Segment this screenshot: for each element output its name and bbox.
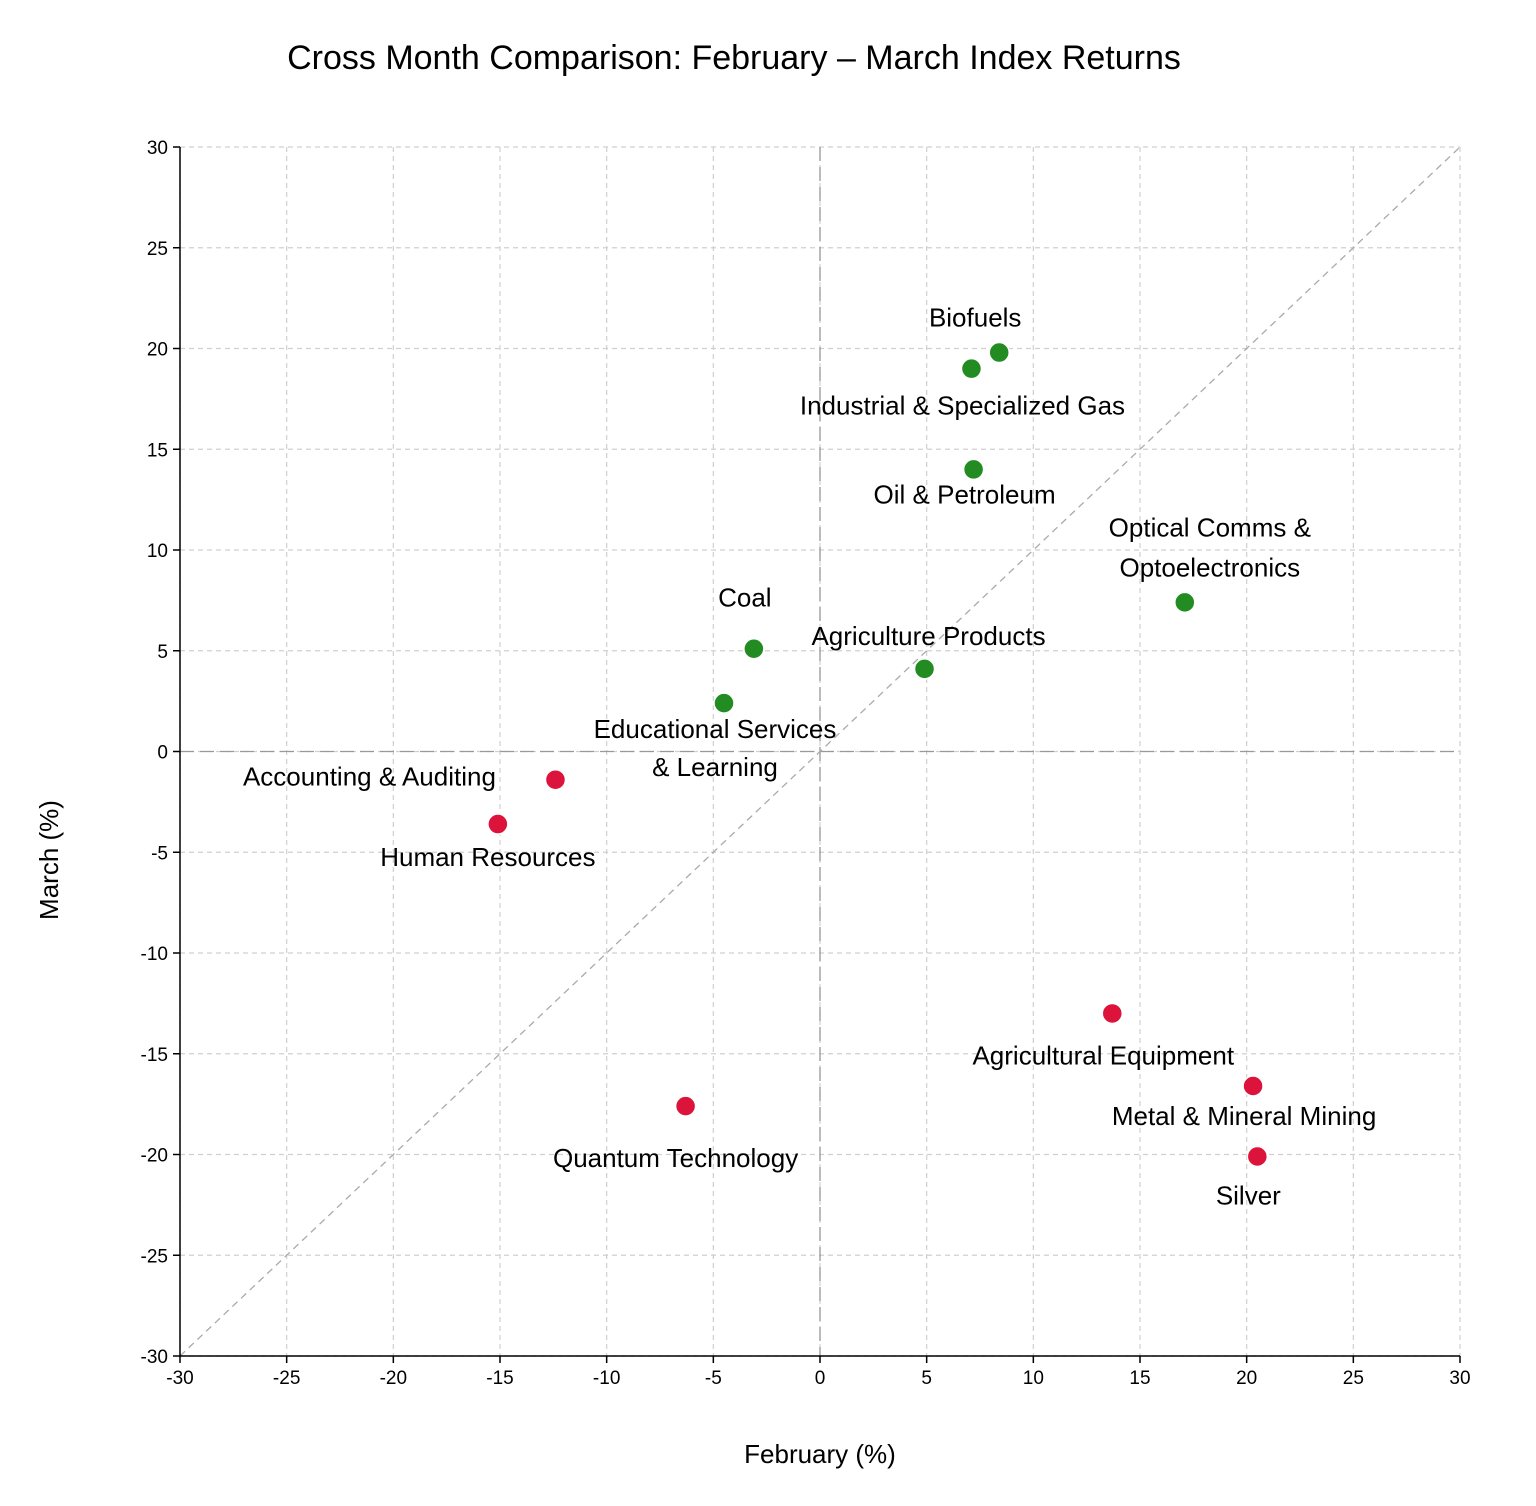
- point-label: Quantum Technology: [553, 1143, 798, 1173]
- x-tick-label: -10: [593, 1368, 620, 1389]
- point-label: Coal: [718, 583, 771, 613]
- data-point: [544, 768, 567, 791]
- x-tick-label: 0: [815, 1368, 826, 1389]
- point-label: Accounting & Auditing: [243, 762, 496, 792]
- point-label: Agricultural Equipment: [972, 1040, 1234, 1070]
- x-tick-label: 10: [1023, 1368, 1044, 1389]
- x-tick-label: 5: [921, 1368, 932, 1389]
- data-point: [1101, 1002, 1124, 1025]
- y-axis-label: March (%): [34, 800, 64, 920]
- point-label: Biofuels: [929, 303, 1022, 333]
- point-label: Silver: [1216, 1181, 1281, 1211]
- x-tick-label: -5: [705, 1368, 722, 1389]
- x-axis-label: February (%): [744, 1439, 896, 1469]
- diagonal-reference-line: [179, 146, 1461, 1357]
- data-point: [713, 692, 735, 714]
- y-tick-label: 20: [147, 340, 168, 361]
- point-label: Educational Services: [594, 714, 837, 744]
- x-tick-label: -25: [273, 1368, 300, 1389]
- grid: [179, 146, 1461, 1357]
- x-tick-label: -30: [166, 1368, 193, 1389]
- y-tick-label: 5: [157, 642, 168, 663]
- point-label: Optical Comms &: [1109, 512, 1311, 542]
- y-tick-label: -5: [151, 843, 168, 864]
- y-tick-label: -30: [141, 1347, 168, 1368]
- data-point: [1242, 1075, 1264, 1097]
- data-point: [960, 357, 983, 380]
- point-label: Optoelectronics: [1119, 552, 1300, 582]
- data-point: [962, 458, 985, 481]
- y-tick-label: -15: [141, 1045, 168, 1066]
- y-tick-label: 25: [147, 239, 168, 260]
- x-tick-label: 25: [1343, 1368, 1364, 1389]
- chart-title: Cross Month Comparison: February – March…: [287, 39, 1181, 77]
- x-tick-label: 20: [1236, 1368, 1257, 1389]
- point-label: & Learning: [652, 752, 778, 782]
- x-tick-label: -15: [486, 1368, 513, 1389]
- data-point: [988, 341, 1010, 364]
- point-label: Agriculture Products: [811, 621, 1045, 651]
- points: Biofuels Industrial & Specialized Gas Oil …: [243, 303, 1376, 1211]
- x-tick-label: 15: [1129, 1368, 1150, 1389]
- y-tick-label: 0: [157, 743, 168, 764]
- y-tick-label: 15: [147, 440, 168, 461]
- point-label: Metal & Mineral Mining: [1112, 1101, 1376, 1131]
- data-point: [487, 813, 509, 835]
- y-tick-label: -20: [141, 1146, 168, 1167]
- axes: -30 -25 -20 -15 -10 -5 0 5 10 15 20 25 30 -30 -25 -20 -1…: [141, 138, 1471, 1389]
- y-tick-label: -10: [141, 944, 168, 965]
- x-tick-label: 30: [1449, 1368, 1470, 1389]
- data-point: [1246, 1145, 1269, 1168]
- point-label: Human Resources: [380, 842, 595, 872]
- data-point: [743, 637, 765, 660]
- point-label: Oil & Petroleum: [874, 479, 1056, 509]
- y-tick-label: 10: [147, 541, 168, 562]
- data-point: [913, 658, 936, 680]
- data-point: [674, 1095, 697, 1117]
- data-point: [1174, 591, 1196, 614]
- point-label: Industrial & Specialized Gas: [800, 391, 1125, 421]
- y-tick-label: -25: [141, 1246, 168, 1267]
- x-tick-label: -20: [380, 1368, 407, 1389]
- y-tick-label: 30: [147, 138, 168, 159]
